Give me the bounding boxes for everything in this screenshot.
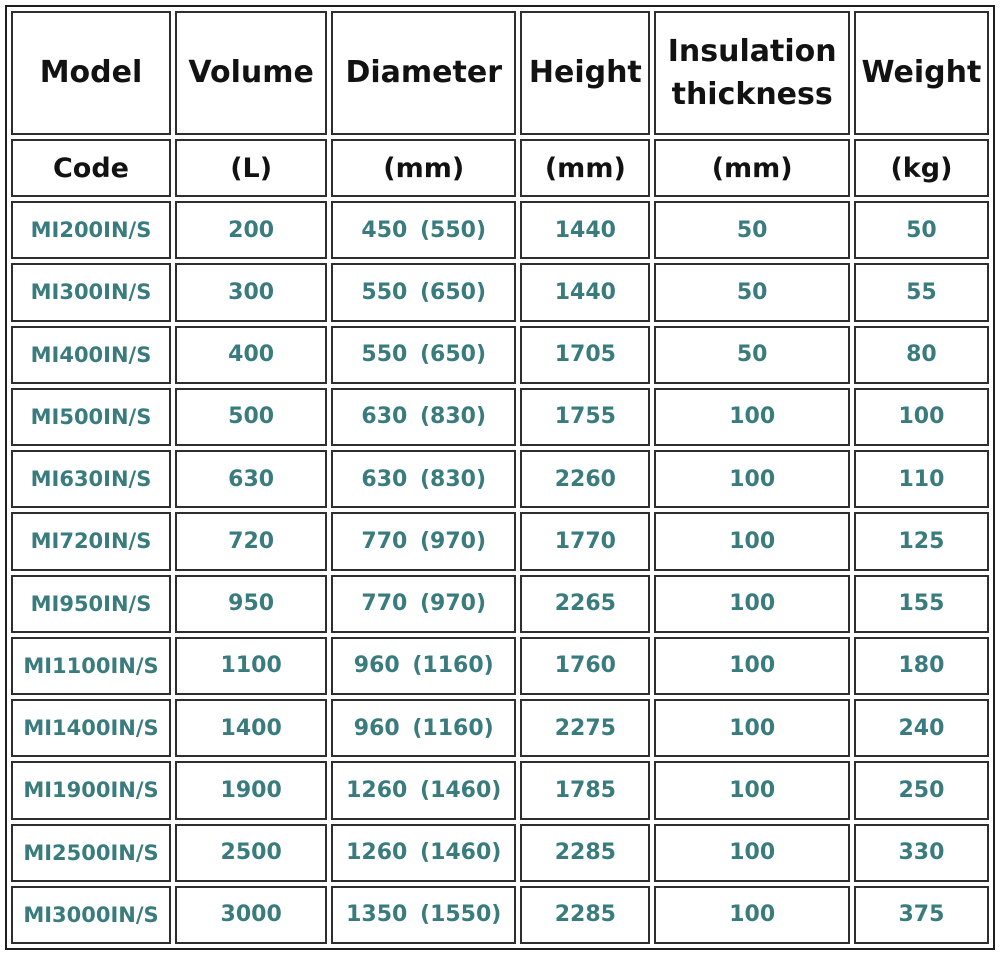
cell-insulation-thickness: 100	[654, 636, 850, 695]
cell-volume: 2500	[174, 823, 328, 882]
cell-insulation-thickness: 100	[654, 450, 850, 509]
cell-model-code: MI630IN/S	[11, 450, 171, 509]
header-row-units: Code (L) (mm) (mm) (mm) (kg)	[11, 139, 989, 197]
column-header-height: Height	[520, 11, 651, 135]
cell-height: 1755	[520, 387, 651, 446]
cell-insulation-thickness: 100	[654, 823, 850, 882]
column-header-model: Model	[11, 11, 171, 135]
cell-volume: 720	[174, 512, 328, 571]
cell-weight: 125	[853, 512, 989, 571]
cell-weight: 110	[853, 450, 989, 509]
table-row: MI950IN/S 950 770 (970) 2265 100 155	[11, 574, 989, 633]
cell-weight: 55	[853, 263, 989, 322]
table-row: MI200IN/S 200 450 (550) 1440 50 50	[11, 201, 989, 260]
cell-model-code: MI1400IN/S	[11, 699, 171, 758]
cell-model-code: MI2500IN/S	[11, 823, 171, 882]
cell-weight: 50	[853, 201, 989, 260]
header-row-labels: Model Volume Diameter Height Insulation …	[11, 11, 989, 135]
table-row: MI1900IN/S 1900 1260 (1460) 1785 100 250	[11, 761, 989, 820]
cell-volume: 1900	[174, 761, 328, 820]
cell-volume: 200	[174, 201, 328, 260]
cell-model-code: MI720IN/S	[11, 512, 171, 571]
cell-diameter: 550 (650)	[331, 325, 517, 384]
cell-model-code: MI500IN/S	[11, 387, 171, 446]
cell-diameter: 450 (550)	[331, 201, 517, 260]
column-unit-weight: (kg)	[853, 139, 989, 197]
cell-height: 2265	[520, 574, 651, 633]
cell-height: 2275	[520, 699, 651, 758]
column-header-weight: Weight	[853, 11, 989, 135]
cell-insulation-thickness: 100	[654, 512, 850, 571]
cell-insulation-thickness: 50	[654, 325, 850, 384]
cell-diameter: 1260 (1460)	[331, 761, 517, 820]
spec-table: Model Volume Diameter Height Insulation …	[5, 5, 995, 950]
cell-volume: 400	[174, 325, 328, 384]
cell-model-code: MI300IN/S	[11, 263, 171, 322]
cell-insulation-thickness: 100	[654, 885, 850, 944]
cell-insulation-thickness: 100	[654, 699, 850, 758]
cell-diameter: 630 (830)	[331, 387, 517, 446]
cell-height: 2285	[520, 823, 651, 882]
column-unit-insulation-thickness: (mm)	[654, 139, 850, 197]
cell-model-code: MI1100IN/S	[11, 636, 171, 695]
table-row: MI3000IN/S 3000 1350 (1550) 2285 100 375	[11, 885, 989, 944]
cell-volume: 1400	[174, 699, 328, 758]
table-row: MI720IN/S 720 770 (970) 1770 100 125	[11, 512, 989, 571]
cell-insulation-thickness: 100	[654, 761, 850, 820]
cell-weight: 240	[853, 699, 989, 758]
cell-diameter: 770 (970)	[331, 512, 517, 571]
cell-weight: 100	[853, 387, 989, 446]
column-header-insulation-thickness: Insulation thickness	[654, 11, 850, 135]
table-row: MI630IN/S 630 630 (830) 2260 100 110	[11, 450, 989, 509]
cell-insulation-thickness: 100	[654, 574, 850, 633]
table-row: MI300IN/S 300 550 (650) 1440 50 55	[11, 263, 989, 322]
cell-diameter: 1350 (1550)	[331, 885, 517, 944]
cell-diameter: 550 (650)	[331, 263, 517, 322]
column-header-volume: Volume	[174, 11, 328, 135]
cell-weight: 80	[853, 325, 989, 384]
table-row: MI1100IN/S 1100 960 (1160) 1760 100 180	[11, 636, 989, 695]
table-row: MI500IN/S 500 630 (830) 1755 100 100	[11, 387, 989, 446]
cell-volume: 950	[174, 574, 328, 633]
cell-height: 1785	[520, 761, 651, 820]
cell-weight: 155	[853, 574, 989, 633]
cell-insulation-thickness: 100	[654, 387, 850, 446]
cell-diameter: 960 (1160)	[331, 699, 517, 758]
cell-weight: 375	[853, 885, 989, 944]
cell-insulation-thickness: 50	[654, 201, 850, 260]
cell-height: 1705	[520, 325, 651, 384]
cell-volume: 1100	[174, 636, 328, 695]
cell-height: 1440	[520, 263, 651, 322]
cell-model-code: MI3000IN/S	[11, 885, 171, 944]
cell-model-code: MI950IN/S	[11, 574, 171, 633]
column-header-diameter: Diameter	[331, 11, 517, 135]
column-unit-diameter: (mm)	[331, 139, 517, 197]
cell-weight: 330	[853, 823, 989, 882]
cell-volume: 3000	[174, 885, 328, 944]
cell-insulation-thickness: 50	[654, 263, 850, 322]
cell-diameter: 960 (1160)	[331, 636, 517, 695]
column-unit-model: Code	[11, 139, 171, 197]
table-row: MI2500IN/S 2500 1260 (1460) 2285 100 330	[11, 823, 989, 882]
cell-model-code: MI200IN/S	[11, 201, 171, 260]
cell-height: 1760	[520, 636, 651, 695]
cell-weight: 180	[853, 636, 989, 695]
table-row: MI400IN/S 400 550 (650) 1705 50 80	[11, 325, 989, 384]
column-unit-height: (mm)	[520, 139, 651, 197]
cell-height: 1440	[520, 201, 651, 260]
cell-volume: 300	[174, 263, 328, 322]
cell-diameter: 630 (830)	[331, 450, 517, 509]
cell-volume: 630	[174, 450, 328, 509]
cell-model-code: MI1900IN/S	[11, 761, 171, 820]
cell-height: 2285	[520, 885, 651, 944]
cell-height: 2260	[520, 450, 651, 509]
cell-height: 1770	[520, 512, 651, 571]
cell-model-code: MI400IN/S	[11, 325, 171, 384]
table-row: MI1400IN/S 1400 960 (1160) 2275 100 240	[11, 699, 989, 758]
cell-weight: 250	[853, 761, 989, 820]
cell-volume: 500	[174, 387, 328, 446]
column-unit-volume: (L)	[174, 139, 328, 197]
cell-diameter: 1260 (1460)	[331, 823, 517, 882]
cell-diameter: 770 (970)	[331, 574, 517, 633]
